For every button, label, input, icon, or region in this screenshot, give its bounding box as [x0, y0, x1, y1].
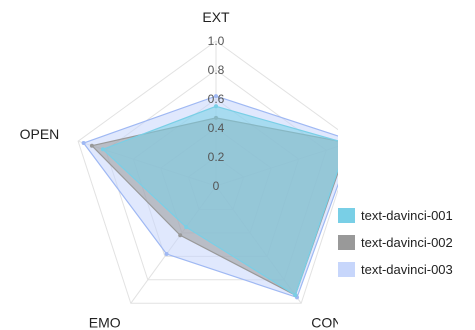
axis-label-emo: EMO — [89, 315, 121, 330]
legend-swatch — [338, 262, 355, 277]
series-point-text-davinci-001 — [184, 225, 189, 230]
grid-ring — [77, 40, 338, 304]
legend-item: text-davinci-003 — [338, 256, 474, 283]
series-area-text-davinci-001 — [101, 105, 338, 297]
axis-labels: EXTAGRCONSEMOOPEN — [20, 9, 338, 330]
series-point-text-davinci-003 — [164, 252, 169, 256]
series-point-text-davinci-001 — [293, 293, 298, 298]
legend-item: text-davinci-002 — [338, 229, 474, 256]
tick-label: 0.6 — [208, 92, 225, 106]
axis-label-open: OPEN — [20, 126, 60, 142]
legend-label: text-davinci-003 — [361, 262, 453, 277]
axis-label-ext: EXT — [202, 9, 230, 25]
series-point-text-davinci-001 — [100, 147, 105, 152]
tick-label: 1.0 — [208, 34, 225, 48]
series-point-text-davinci-001 — [214, 104, 218, 109]
legend: text-davinci-001 text-davinci-002 text-dav… — [338, 202, 474, 283]
radar-chart: EXTAGRCONSEMOOPEN 00.20.40.60.81.0 — [20, 9, 338, 330]
series-point-text-davinci-002 — [178, 233, 183, 238]
legend-item: text-davinci-001 — [338, 202, 474, 229]
legend-label: text-davinci-001 — [361, 208, 453, 223]
tick-label: 0.4 — [208, 121, 225, 135]
tick-label: 0.2 — [208, 150, 225, 164]
series-point-text-davinci-002 — [89, 143, 94, 148]
tick-label: 0 — [213, 179, 220, 193]
series-point-text-davinci-003 — [214, 94, 218, 99]
tick-labels: 0 0.2 0.4 0.6 0.8 1.0 — [208, 34, 225, 193]
radar-series — [81, 94, 338, 300]
legend-swatch — [338, 208, 355, 223]
axis-label-cons: CONS — [311, 315, 338, 330]
series-point-text-davinci-003 — [81, 141, 86, 145]
tick-label: 0.8 — [208, 63, 225, 77]
legend-swatch — [338, 235, 355, 250]
legend-label: text-davinci-002 — [361, 235, 453, 250]
